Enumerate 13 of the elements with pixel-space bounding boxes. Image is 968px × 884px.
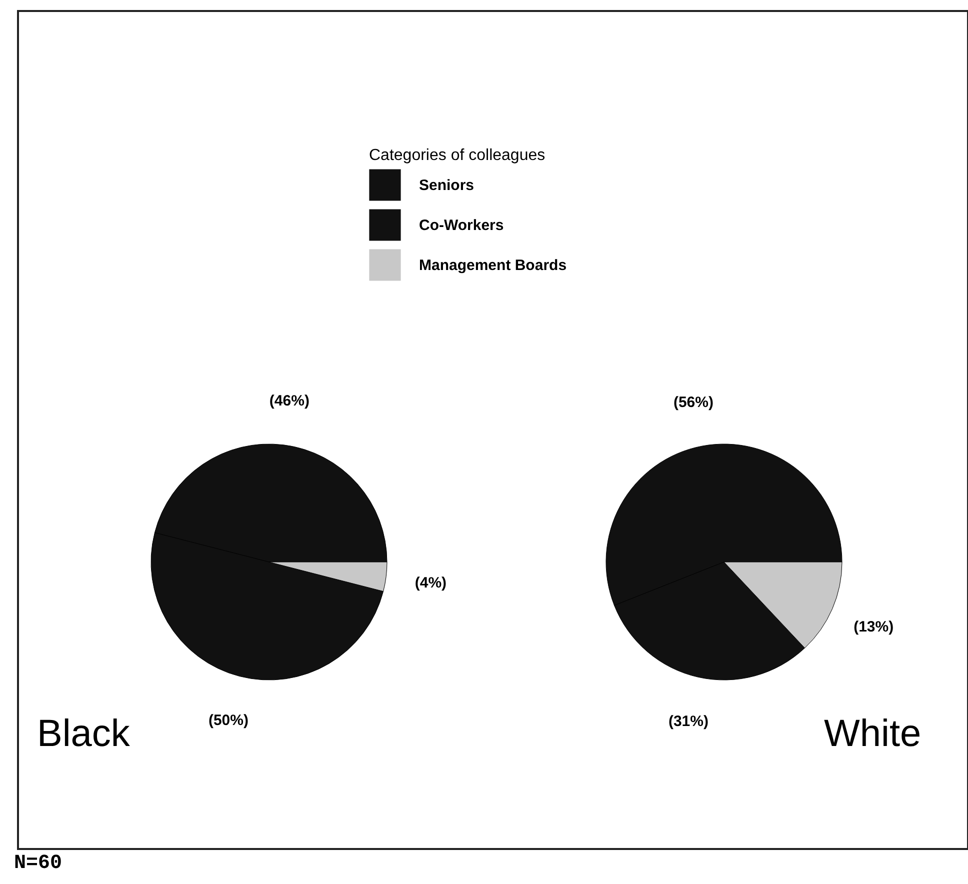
slice-label: Black [37, 713, 131, 755]
legend-label: Co-Workers [419, 217, 504, 234]
data-label: (13%) [854, 618, 894, 636]
data-label: (56%) [673, 394, 714, 411]
data-label: (4%) [414, 574, 447, 592]
legend-label: Management Boards [419, 257, 567, 274]
legend-label: Seniors [419, 177, 474, 194]
slice-label: White [824, 713, 922, 755]
data-label: (50%) [208, 712, 248, 729]
legend-title: Categories of colleagues [369, 147, 546, 164]
data-label: (46%) [269, 392, 310, 410]
data-label: (31%) [668, 713, 708, 730]
text: N=60 [14, 852, 62, 875]
